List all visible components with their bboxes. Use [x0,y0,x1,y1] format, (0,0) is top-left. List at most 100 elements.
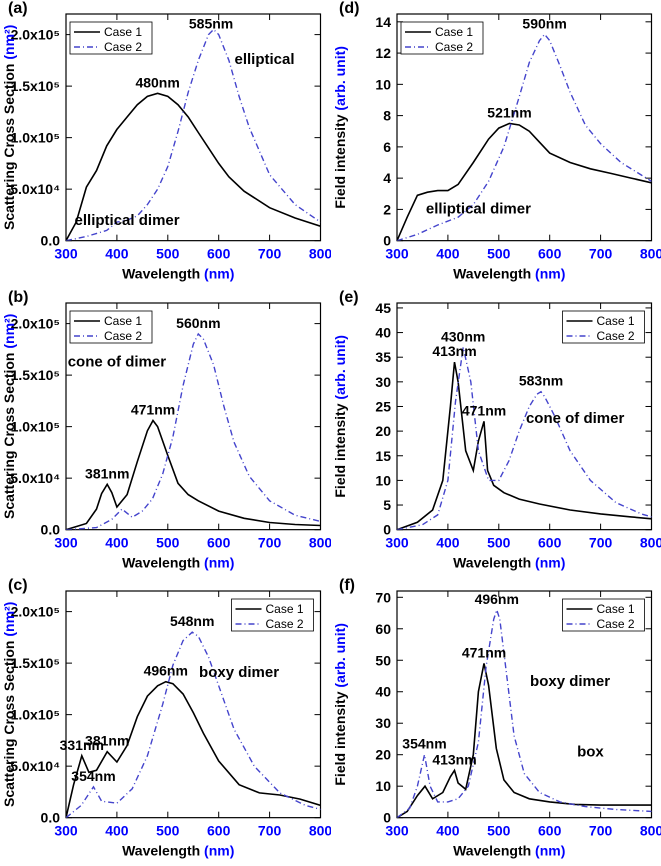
x-tick-label: 800 [639,246,661,262]
y-tick-label: 25 [375,398,391,414]
y-tick-label: 0 [383,233,391,249]
x-axis-title: Wavelength (nm) [453,843,565,859]
panel-c: 3004005006007008000.05.0x10⁴1.0x10⁵1.5x1… [0,577,331,866]
legend-item-label: Case 1 [435,25,473,39]
y-tick-label: 12 [375,45,391,61]
legend-item-label: Case 2 [104,329,142,343]
peak-label: 413nm [432,343,476,359]
y-tick-label: 0 [383,810,391,826]
y-tick-label: 30 [375,716,391,732]
y-tick-label: 20 [375,747,391,763]
y-tick-label: 10 [375,472,391,488]
x-tick-label: 800 [309,823,331,839]
legend-item-label: Case 1 [266,602,304,616]
y-tick-label: 6 [383,139,391,155]
legend: Case 1Case 2 [401,22,483,54]
legend: Case 1Case 2 [70,22,152,54]
panel-tag: (b) [8,289,28,306]
x-tick-label: 600 [538,534,562,550]
x-tick-label: 600 [207,246,231,262]
y-tick-label: 1.0x10⁵ [11,418,60,434]
y-tick-label: 5 [383,497,391,513]
peak-label: 471nm [461,645,505,661]
peak-label: 496nm [474,591,518,607]
extra-label: elliptical [234,51,294,68]
y-tick-label: 2.0x10⁵ [11,27,60,43]
y-tick-label: 1.0x10⁵ [11,130,60,146]
legend-item-label: Case 2 [435,40,473,54]
x-tick-label: 600 [207,534,231,550]
x-axis-title: Wavelength (nm) [453,266,565,282]
panel-tag: (a) [8,0,28,17]
legend-item-label: Case 1 [596,602,634,616]
peak-label: 381nm [85,465,129,481]
x-tick-label: 700 [588,246,612,262]
y-axis-title: Scattering Cross Section (nm²) [1,313,17,518]
y-tick-label: 10 [375,779,391,795]
x-tick-label: 800 [639,534,661,550]
x-axis-title: Wavelength (nm) [122,554,234,570]
peak-label: 480nm [135,74,179,90]
y-axis-title: Field intensity (arb. unit) [332,335,348,498]
peak-label: 548nm [170,614,214,630]
structure-label: boxy dimer [530,674,610,691]
x-tick-label: 400 [436,246,460,262]
panel-tag: (e) [339,289,359,306]
series-case1 [66,682,321,818]
y-tick-label: 5.0x10⁴ [10,470,60,486]
y-tick-label: 0.0 [41,233,61,249]
x-tick-label: 800 [639,823,661,839]
y-tick-label: 2.0x10⁵ [11,604,60,620]
x-tick-label: 700 [588,534,612,550]
legend-item-label: Case 1 [104,314,142,328]
y-tick-label: 1.0x10⁵ [11,707,60,723]
x-tick-label: 500 [156,246,180,262]
y-tick-label: 2.0x10⁵ [11,315,60,331]
y-tick-label: 0 [383,521,391,537]
y-tick-label: 4 [383,170,391,186]
peak-label: 590nm [522,15,566,31]
y-axis-title: Scattering Cross Section (nm²) [1,602,17,807]
y-tick-label: 40 [375,324,391,340]
y-tick-label: 70 [375,590,391,606]
y-tick-label: 10 [375,76,391,92]
series-case1 [397,123,652,240]
peak-label: 381nm [85,733,129,749]
y-axis-title: Scattering Cross Section (nm²) [1,25,17,230]
x-tick-label: 500 [156,823,180,839]
legend-item-label: Case 2 [266,617,304,631]
y-tick-label: 60 [375,621,391,637]
peak-label: 471nm [461,402,505,418]
panel-tag: (d) [339,0,359,17]
peak-label: 585nm [189,16,233,32]
x-tick-label: 500 [156,534,180,550]
y-tick-label: 1.5x10⁵ [11,367,60,383]
extra-label: box [577,744,604,761]
series-case2 [397,610,652,818]
panel-d: 30040050060070080002468101214Wavelength … [331,0,661,289]
legend: Case 1Case 2 [70,311,152,343]
x-tick-label: 700 [258,534,282,550]
panel-a: 3004005006007008000.05.0x10⁴1.0x10⁵1.5x1… [0,0,331,289]
peak-label: 354nm [402,736,446,752]
y-tick-label: 30 [375,373,391,389]
y-tick-label: 50 [375,653,391,669]
x-tick-label: 400 [436,534,460,550]
x-tick-label: 800 [309,534,331,550]
panel-tag: (f) [339,577,355,594]
figure-grid: 3004005006007008000.05.0x10⁴1.0x10⁵1.5x1… [0,0,661,866]
x-tick-label: 400 [436,823,460,839]
x-tick-label: 600 [538,246,562,262]
legend-item-label: Case 1 [596,314,634,328]
x-axis-title: Wavelength (nm) [453,554,565,570]
x-tick-label: 700 [258,823,282,839]
y-tick-label: 15 [375,447,391,463]
peak-label: 583nm [518,372,562,388]
legend: Case 1Case 2 [232,599,314,631]
structure-label: cone of dimer [68,353,167,370]
panel-b: 3004005006007008000.05.0x10⁴1.0x10⁵1.5x1… [0,289,331,578]
peak-label: 354nm [71,768,115,784]
y-tick-label: 5.0x10⁴ [10,181,60,197]
y-axis-title: Field intensity (arb. unit) [332,46,348,209]
structure-label: elliptical dimer [425,200,530,217]
